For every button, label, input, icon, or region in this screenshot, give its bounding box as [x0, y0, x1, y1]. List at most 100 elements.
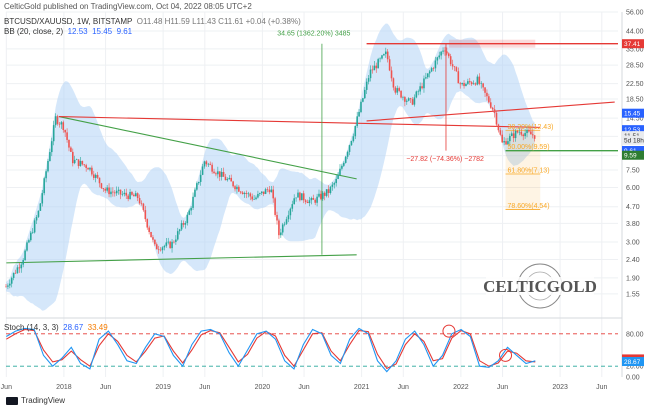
candle-body [402, 97, 404, 98]
candle-body [413, 97, 416, 105]
candle-body [112, 191, 114, 193]
candle-body [138, 198, 141, 204]
candle-body [26, 242, 28, 251]
tradingview-footer[interactable]: TradingView [6, 396, 65, 405]
price-tick-label: 28.50 [626, 63, 644, 70]
candle-body [507, 141, 509, 145]
candle-body [7, 285, 9, 287]
candle-body [386, 51, 389, 60]
candle-body [371, 69, 374, 71]
price-tick-label: 18.50 [626, 97, 644, 104]
candle-body [211, 164, 213, 172]
candle-body [228, 177, 231, 180]
candle-body [192, 196, 194, 208]
candle-body [16, 267, 19, 274]
price-tick-label: 1.55 [626, 291, 640, 298]
candle-body [117, 189, 120, 191]
candle-body [318, 193, 320, 197]
time-tick-label: Jun [497, 384, 508, 391]
candle-body [512, 133, 515, 139]
candle-body [440, 51, 442, 56]
candle-body [249, 193, 252, 197]
candle-body [220, 171, 223, 177]
candle-body [110, 191, 112, 195]
symbol-line: BTCUSD/XAUUSD, 1W, BITSTAMP O11.48 H11.5… [4, 17, 301, 26]
candle-body [215, 173, 217, 175]
candle-body [285, 219, 288, 224]
candle-body [89, 167, 91, 170]
stoch-d-value: 33.49 [87, 323, 108, 332]
stochastic-panel [6, 324, 618, 373]
candle-body [472, 83, 475, 85]
candle-body [178, 229, 181, 232]
candle-body [476, 76, 479, 85]
bb-basis-value: 12.53 [67, 27, 88, 36]
candle-body [123, 192, 126, 195]
candle-body [430, 68, 433, 72]
candle-body [28, 240, 30, 243]
stoch-label: Stoch (14, 3, 3) [4, 323, 59, 332]
candle-body [425, 77, 427, 79]
candle-body [188, 210, 191, 215]
candle-body [367, 78, 370, 82]
candle-body [92, 174, 95, 178]
candle-body [176, 231, 179, 240]
candle-body [520, 131, 523, 135]
price-tick-label: 4.70 [626, 204, 640, 211]
candle-body [375, 65, 378, 69]
candle-body [411, 99, 414, 105]
candle-body [142, 203, 145, 211]
candle-body [245, 192, 248, 194]
price-candles [5, 46, 536, 290]
candle-body [266, 189, 269, 190]
trend-line [58, 116, 541, 128]
candle-body [278, 220, 280, 236]
candle-body [352, 136, 355, 142]
candle-body [165, 242, 168, 246]
candle-body [453, 66, 456, 68]
candle-body [218, 171, 221, 177]
candle-body [449, 56, 452, 65]
candle-body [60, 122, 63, 125]
candle-body [426, 73, 429, 78]
time-tick-label: Jun [596, 384, 607, 391]
candle-body [20, 264, 23, 269]
candle-body [14, 272, 17, 274]
candle-body [161, 247, 164, 251]
candle-body [293, 198, 295, 205]
candle-body [113, 192, 116, 194]
price-badge-label: 5d 18h [624, 138, 644, 145]
candle-body [12, 272, 15, 278]
candle-body [217, 171, 219, 175]
candle-body [331, 184, 334, 187]
candle-body [415, 91, 418, 98]
candle-body [100, 183, 103, 189]
candle-body [530, 131, 532, 135]
time-axis: Jun 2018 Jun 2019 Jun 2020 Jun 2021 Jun 2022 Jun 20… [1, 384, 608, 391]
candle-body [337, 174, 339, 179]
candle-body [447, 53, 450, 57]
candle-body [381, 55, 383, 59]
candle-body [213, 171, 215, 174]
candle-body [270, 189, 273, 193]
candle-body [77, 159, 80, 167]
candle-body [243, 192, 246, 195]
price-tick-label: 3.80 [626, 221, 640, 228]
candle-body [184, 222, 187, 225]
candle-body [488, 96, 490, 103]
candle-body [468, 81, 471, 83]
candle-body [407, 98, 410, 101]
candle-body [247, 193, 250, 195]
candle-body [232, 181, 234, 187]
candle-body [30, 232, 32, 241]
candle-body [335, 178, 337, 184]
candle-body [24, 250, 26, 261]
candle-body [175, 239, 177, 242]
candle-body [310, 198, 313, 201]
candle-body [125, 192, 128, 196]
candle-body [54, 116, 57, 126]
stoch-k-line [6, 327, 536, 373]
candle-body [302, 193, 305, 201]
candle-body [205, 161, 208, 165]
candle-body [207, 163, 210, 165]
